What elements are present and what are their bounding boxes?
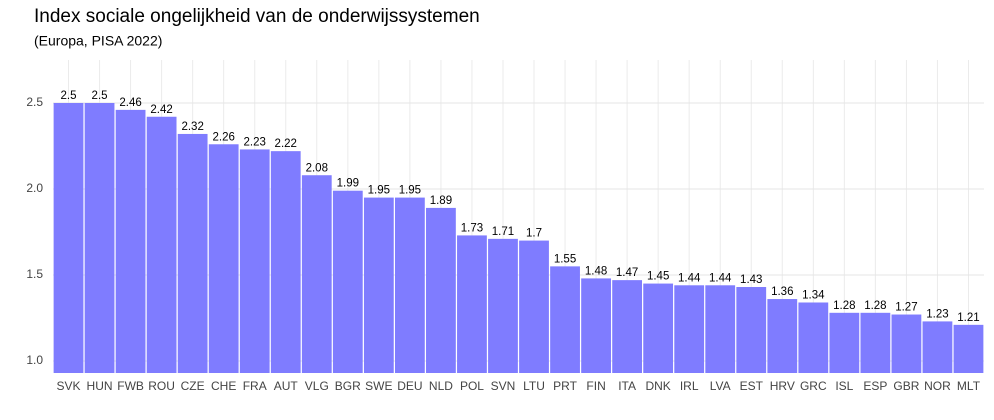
value-label: 2.5	[61, 90, 77, 102]
x-tick-label: SVK	[57, 379, 81, 393]
value-label: 1.43	[740, 274, 762, 286]
bar	[612, 280, 643, 373]
x-tick-label: DEU	[397, 379, 422, 393]
y-tick-label: 1.0	[26, 353, 43, 367]
value-label: 2.22	[275, 138, 297, 150]
bar	[394, 197, 425, 373]
y-tick-label: 2.5	[26, 95, 43, 109]
x-tick-label: FWB	[117, 379, 144, 393]
value-label: 1.95	[368, 185, 390, 197]
x-tick-label: HUN	[87, 379, 113, 393]
value-label: 2.42	[150, 104, 172, 116]
bar	[208, 144, 239, 373]
x-tick-label: LVA	[710, 379, 731, 393]
value-label: 2.26	[212, 131, 234, 143]
bar	[426, 207, 456, 373]
x-tick-label: FIN	[586, 379, 605, 393]
value-label: 1.36	[771, 286, 793, 298]
x-tick-label: NOR	[924, 379, 951, 393]
bar	[363, 197, 394, 373]
bar	[767, 299, 798, 373]
x-tick-label: ISL	[835, 379, 853, 393]
value-label: 1.23	[926, 308, 948, 320]
value-label: 1.89	[430, 195, 452, 207]
value-label: 1.48	[585, 265, 607, 277]
value-label: 1.55	[554, 253, 576, 265]
value-label: 1.44	[678, 272, 701, 284]
bar	[953, 324, 984, 373]
y-tick-label: 1.5	[26, 267, 43, 281]
x-tick-label: CZE	[181, 379, 205, 393]
x-tick-label: HRV	[770, 379, 795, 393]
value-label: 2.5	[92, 90, 108, 102]
value-label: 1.45	[647, 271, 669, 283]
bar	[891, 314, 922, 373]
bar	[705, 285, 736, 373]
x-tick-label: SVN	[491, 379, 516, 393]
value-label: 1.28	[833, 300, 855, 312]
x-tick-label: POL	[460, 379, 484, 393]
value-label: 2.08	[306, 162, 328, 174]
x-tick-label: MLT	[957, 379, 981, 393]
x-tick-label: AUT	[274, 379, 299, 393]
bar	[270, 151, 301, 373]
value-label: 1.73	[461, 222, 483, 234]
x-tick-label: DNK	[645, 379, 670, 393]
bar	[115, 109, 146, 373]
value-label: 1.47	[616, 267, 638, 279]
bar	[332, 190, 363, 373]
value-label: 1.44	[709, 272, 732, 284]
bar	[581, 278, 611, 373]
x-tick-label: NLD	[429, 379, 453, 393]
value-label: 1.99	[337, 178, 359, 190]
bar	[177, 133, 208, 373]
x-tick-label: ROU	[148, 379, 175, 393]
bar	[519, 240, 549, 373]
value-label: 1.21	[957, 312, 979, 324]
bar	[643, 283, 674, 373]
chart-subtitle: (Europa, PISA 2022)	[34, 33, 162, 49]
bar	[53, 102, 84, 373]
bar	[146, 116, 177, 373]
bar	[84, 102, 115, 373]
x-tick-label: ESP	[863, 379, 887, 393]
x-tick-label: SWE	[365, 379, 392, 393]
x-tick-label: GBR	[893, 379, 919, 393]
value-label: 2.32	[181, 121, 203, 133]
chart-title: Index sociale ongelijkheid van de onderw…	[34, 6, 480, 27]
x-tick-label: EST	[740, 379, 764, 393]
value-label: 1.34	[802, 290, 825, 302]
x-tick-label: PRT	[553, 379, 577, 393]
bar	[239, 149, 270, 373]
x-tick-label: FRA	[243, 379, 267, 393]
bar	[457, 235, 487, 373]
bar	[829, 312, 860, 373]
bar	[922, 321, 953, 373]
bar	[550, 266, 580, 373]
x-tick-label: LTU	[523, 379, 545, 393]
x-tick-label: BGR	[335, 379, 361, 393]
value-label: 1.71	[492, 226, 514, 238]
y-tick-label: 2.0	[26, 181, 43, 195]
value-label: 2.46	[119, 97, 141, 109]
value-label: 1.7	[526, 228, 542, 240]
x-tick-label: VLG	[305, 379, 329, 393]
x-tick-label: CHE	[211, 379, 236, 393]
bar	[860, 312, 891, 373]
value-label: 1.95	[399, 185, 421, 197]
bar	[301, 175, 332, 373]
bar	[736, 287, 767, 373]
value-label: 2.23	[244, 136, 266, 148]
x-tick-label: GRC	[800, 379, 827, 393]
value-label: 1.27	[895, 302, 917, 314]
value-label: 1.28	[864, 300, 886, 312]
bar	[488, 238, 518, 373]
x-tick-label: ITA	[618, 379, 636, 393]
bar	[674, 285, 705, 373]
bar	[798, 302, 829, 373]
x-tick-label: IRL	[680, 379, 699, 393]
